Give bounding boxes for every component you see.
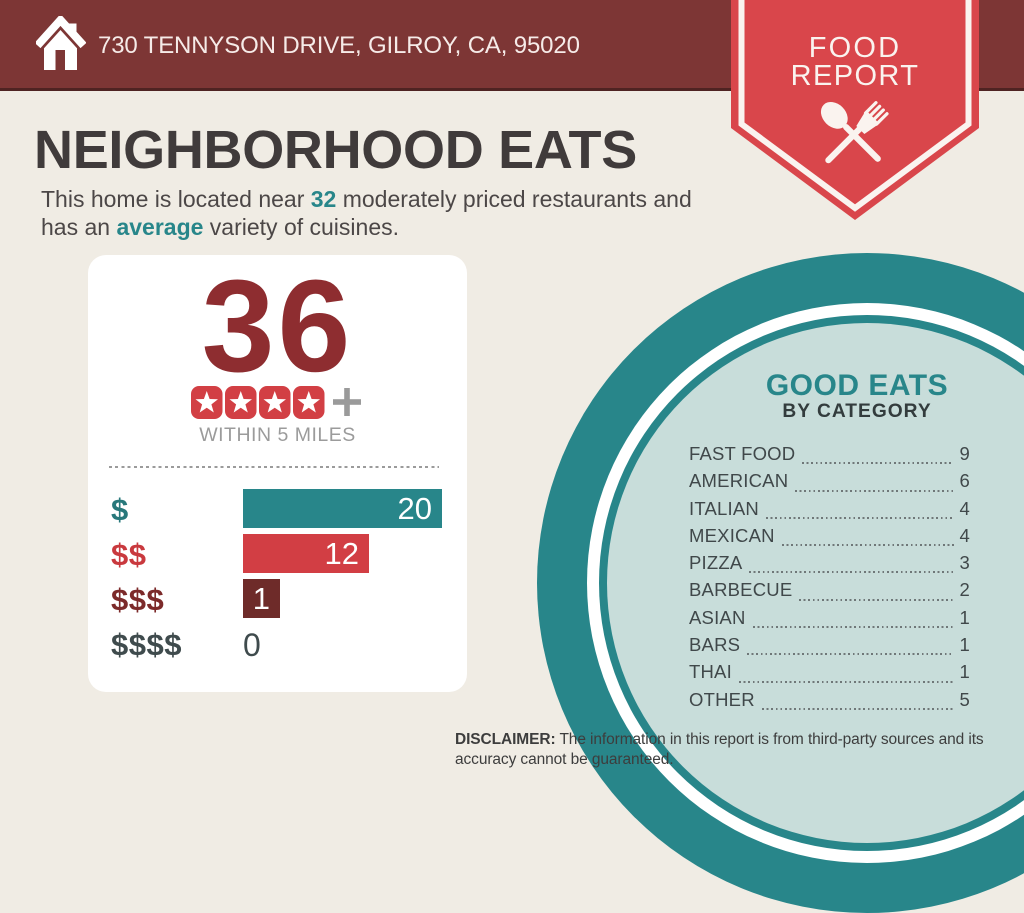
svg-text:REPORT: REPORT xyxy=(791,60,920,92)
svg-text:FOOD: FOOD xyxy=(809,32,902,64)
